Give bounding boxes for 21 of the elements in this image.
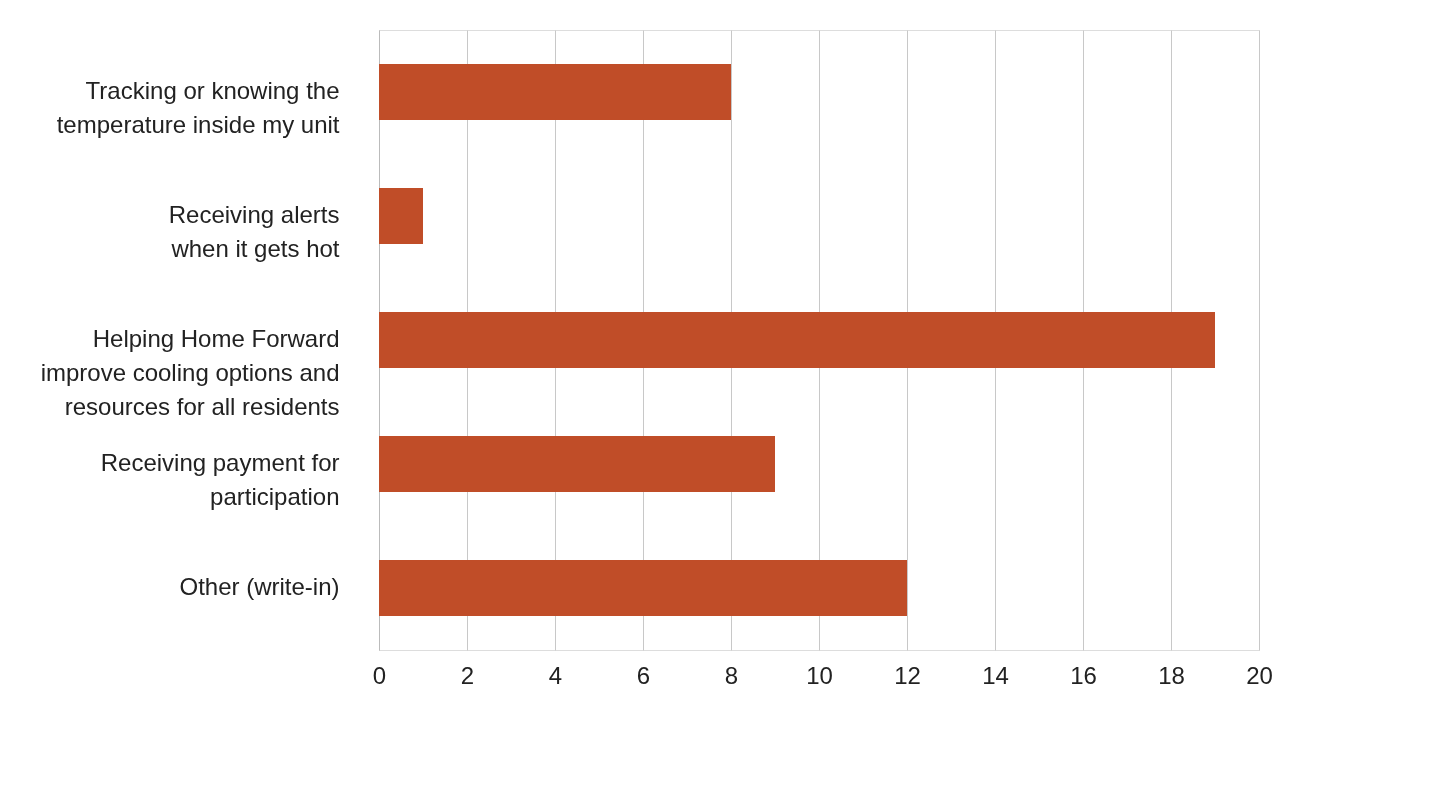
x-tick-label: 2 <box>460 661 475 689</box>
bar <box>379 64 731 120</box>
y-tick-label: Other (write-in) <box>179 573 340 600</box>
x-tick-label: 14 <box>982 661 1009 689</box>
bar <box>379 560 907 616</box>
y-tick-label: Tracking or knowing the temperature inside my unit <box>56 77 340 138</box>
y-tick-label: Helping Home Forward improve cooling options and resources for all residents <box>40 325 340 420</box>
y-tick-label: Receiving payment for participation <box>100 449 340 510</box>
x-tick-label: 12 <box>894 661 921 689</box>
bar <box>379 312 1215 368</box>
x-tick-label: 0 <box>372 661 387 689</box>
bar <box>379 188 423 244</box>
x-tick-label: 18 <box>1158 661 1185 689</box>
y-tick-label: Receiving alerts when it gets hot <box>168 201 340 262</box>
x-tick-label: 6 <box>636 661 651 689</box>
x-tick-label: 16 <box>1070 661 1097 689</box>
x-tick-label: 8 <box>724 661 739 689</box>
x-tick-label: 20 <box>1246 661 1273 689</box>
x-tick-label: 4 <box>548 661 563 689</box>
x-tick-label: 10 <box>806 661 833 689</box>
bar <box>379 436 775 492</box>
